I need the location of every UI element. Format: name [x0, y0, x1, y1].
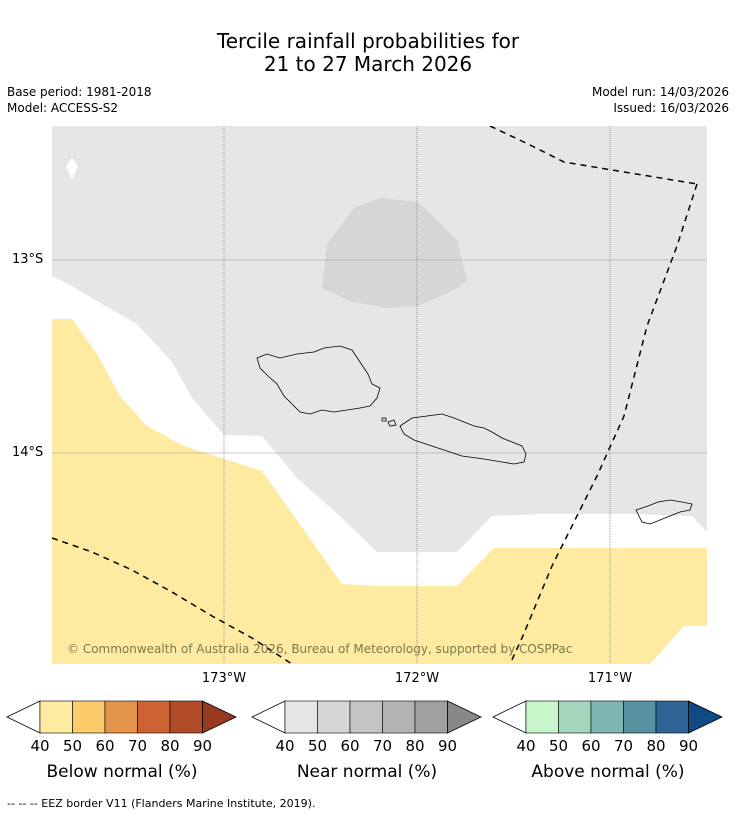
cbar-below-tick-80: 80 — [160, 737, 180, 755]
model-name: Model: ACCESS-S2 — [7, 101, 119, 115]
title-line-2: 21 to 27 March 2026 — [263, 52, 473, 76]
cbar-below-seg-high — [202, 700, 237, 734]
cbar-near-seg-low — [251, 700, 286, 734]
map-svg — [52, 126, 707, 664]
cbar-below-title: Below normal (%) — [46, 762, 198, 782]
cbar-near-seg-high — [447, 700, 482, 734]
map-area: © Commonwealth of Australia 2026, Bureau… — [52, 126, 707, 664]
near-normal-region — [52, 126, 707, 552]
islet-manono — [387, 419, 397, 427]
no-signal-patch-southeast — [652, 628, 707, 664]
eez-border-north — [489, 126, 698, 185]
cbar-below-seg-4 — [137, 700, 171, 734]
eez-border-east — [509, 183, 698, 664]
cbar-below-seg-2 — [72, 700, 106, 734]
cbar-below-tick-60: 60 — [95, 737, 115, 755]
cbar-above-tick-80: 80 — [646, 737, 666, 755]
map-title: Tercile rainfall probabilities for 21 to… — [0, 30, 736, 76]
cbar-above-tick-50: 50 — [548, 737, 569, 755]
cbar-above-seg-high — [688, 700, 723, 734]
colorbar-above-normal — [492, 700, 723, 734]
cbar-above-tick-60: 60 — [581, 737, 601, 755]
cbar-near-seg-5 — [414, 700, 448, 734]
below-normal-region-west — [52, 319, 707, 664]
cbar-above-title: Above normal (%) — [531, 762, 685, 782]
cbar-below-tick-90: 90 — [192, 737, 213, 755]
cbar-below-tick-40: 40 — [30, 737, 50, 755]
near-normal-high-region — [322, 198, 467, 308]
cbar-near-tick-60: 60 — [340, 737, 360, 755]
cbar-near-tick-80: 80 — [405, 737, 425, 755]
cbar-above-seg-4 — [623, 700, 657, 734]
base-period: Base period: 1981-2018 — [7, 85, 152, 99]
eez-border-southwest — [52, 537, 293, 664]
cbar-below-tick-70: 70 — [127, 737, 148, 755]
cbar-near-seg-4 — [382, 700, 416, 734]
cbar-above-tick-90: 90 — [678, 737, 699, 755]
island-upolu — [399, 413, 527, 465]
copyright-notice: © Commonwealth of Australia 2026, Bureau… — [67, 642, 573, 656]
cbar-near-seg-2 — [317, 700, 351, 734]
colorbar-near-normal — [251, 700, 482, 734]
cbar-below-seg-3 — [104, 700, 138, 734]
meta-right: Model run: 14/03/2026 Issued: 16/03/2026 — [592, 84, 729, 116]
cbar-near-tick-90: 90 — [437, 737, 458, 755]
cbar-above-seg-1 — [525, 700, 559, 734]
issued-date: Issued: 16/03/2026 — [613, 101, 729, 115]
cbar-above-seg-2 — [558, 700, 592, 734]
no-signal-patch — [66, 158, 78, 180]
lon-label-171w: 171°W — [587, 671, 633, 686]
cbar-below-seg-1 — [39, 700, 73, 734]
island-tutuila — [635, 499, 693, 525]
cbar-above-tick-40: 40 — [516, 737, 536, 755]
cbar-near-tick-70: 70 — [372, 737, 393, 755]
lon-label-172w: 172°W — [394, 671, 440, 686]
cbar-above-seg-5 — [655, 700, 689, 734]
cbar-below-seg-5 — [169, 700, 203, 734]
cbar-near-title: Near normal (%) — [296, 762, 438, 782]
cbar-above-seg-low — [492, 700, 527, 734]
lat-label-13s: 13°S — [12, 252, 44, 267]
islet-apolima — [381, 417, 387, 422]
cbar-near-tick-50: 50 — [307, 737, 328, 755]
title-line-1: Tercile rainfall probabilities for — [216, 29, 520, 53]
cbar-near-seg-3 — [349, 700, 383, 734]
colorbar-below-normal — [6, 700, 237, 734]
meta-left: Base period: 1981-2018 Model: ACCESS-S2 — [7, 84, 152, 116]
cbar-above-tick-70: 70 — [613, 737, 634, 755]
island-savaii — [256, 345, 381, 415]
lat-label-14s: 14°S — [12, 445, 44, 460]
cbar-above-seg-3 — [590, 700, 624, 734]
model-run: Model run: 14/03/2026 — [591, 85, 729, 99]
lon-label-173w: 173°W — [201, 671, 247, 686]
eez-footnote: -- -- -- EEZ border V11 (Flanders Marine… — [7, 797, 316, 810]
cbar-below-tick-50: 50 — [62, 737, 83, 755]
cbar-below-seg-low — [6, 700, 41, 734]
cbar-near-seg-1 — [284, 700, 318, 734]
cbar-near-tick-40: 40 — [275, 737, 295, 755]
